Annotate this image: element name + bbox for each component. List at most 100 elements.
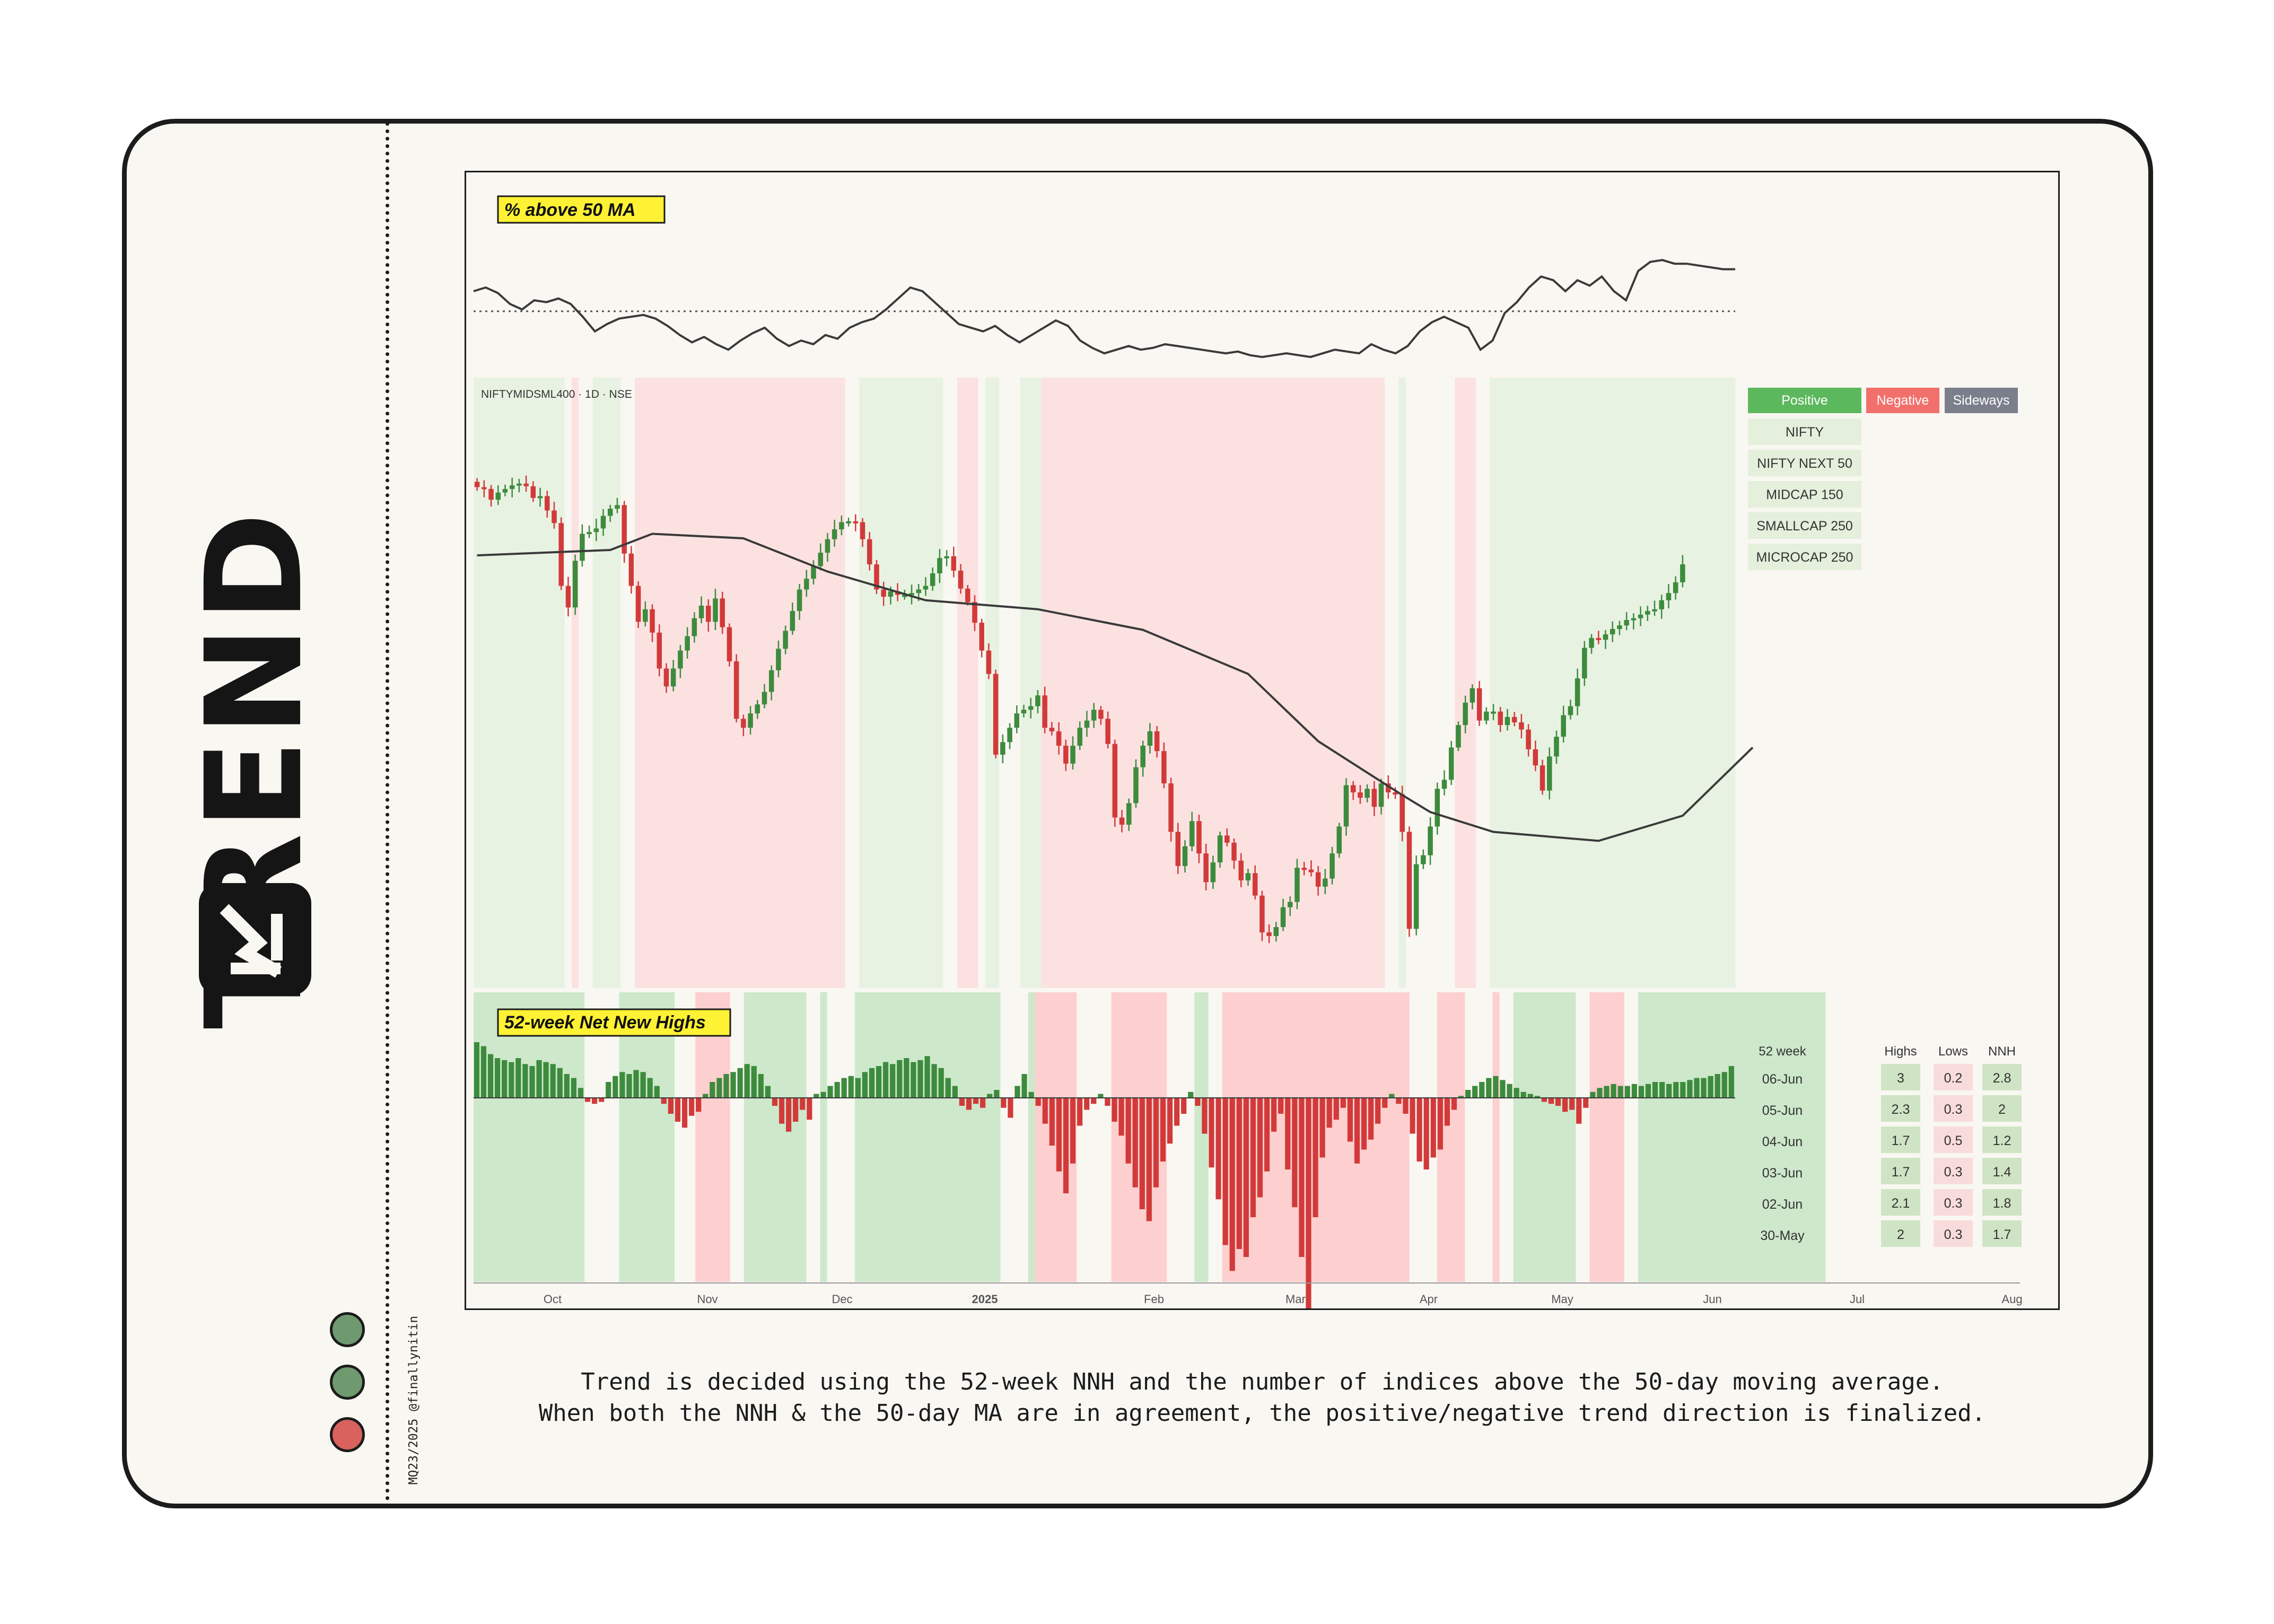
- nnh-bar: [1604, 1086, 1610, 1098]
- table-cell-bg: [1982, 1158, 2022, 1184]
- table-cell-date: 04-Jun: [1762, 1134, 1803, 1149]
- nnh-bar: [897, 1060, 903, 1098]
- x-tick-label: 2025: [972, 1293, 998, 1306]
- regime-band-negative: [1041, 378, 1385, 988]
- legend-row-cell: [1748, 418, 1861, 445]
- candle-body: [1350, 785, 1356, 793]
- nnh-band-sideways: [806, 992, 821, 1282]
- table-cell-bg: [1881, 1158, 1920, 1184]
- nnh-bar: [1146, 1098, 1152, 1221]
- candle-body: [1680, 564, 1685, 582]
- nnh-bar: [1430, 1098, 1436, 1158]
- x-tick-label: Dec: [832, 1293, 852, 1306]
- regime-band-negative: [957, 378, 979, 988]
- table-row: 02-Jun 2.1 0.3 1.8: [1762, 1189, 2022, 1216]
- trend-arrow-icon: [199, 883, 311, 996]
- nnh-bar: [1437, 1098, 1443, 1150]
- candle-body: [944, 556, 949, 558]
- x-tick-label: Nov: [697, 1293, 718, 1306]
- nnh-bar: [1105, 1098, 1110, 1106]
- nnh-bar: [1590, 1092, 1596, 1098]
- candle-body: [495, 492, 501, 500]
- table-cell-date: 06-Jun: [1762, 1072, 1803, 1087]
- table-cell-value: 1.2: [1993, 1133, 2011, 1148]
- candle-body: [1519, 722, 1524, 730]
- candle-body: [1511, 717, 1517, 722]
- table-cell-bg: [1982, 1189, 2022, 1216]
- nnh-bar: [973, 1098, 979, 1104]
- nnh-bar: [1597, 1088, 1603, 1098]
- nnh-bar: [1008, 1098, 1013, 1118]
- nnh-bar: [869, 1068, 875, 1098]
- nnh-bar: [1451, 1098, 1457, 1110]
- table-cell-value: 0.3: [1944, 1165, 1963, 1180]
- table-cell-value: 2.1: [1892, 1196, 1910, 1211]
- nnh-bar: [952, 1086, 958, 1098]
- candle-body: [530, 486, 536, 498]
- nnh-band-sideways: [827, 992, 855, 1282]
- candle-body: [1448, 747, 1454, 780]
- nnh-bar: [681, 1098, 688, 1128]
- regime-bands-nnh: [474, 992, 1826, 1282]
- candle-body: [1575, 678, 1580, 706]
- table-row: 04-Jun 1.7 0.5 1.2: [1762, 1127, 2022, 1153]
- status-dot-positive-2: [330, 1365, 365, 1400]
- nnh-bar: [1257, 1098, 1263, 1198]
- candle-body: [1168, 783, 1174, 832]
- candle-body: [846, 521, 851, 523]
- ma50-line: [477, 532, 1754, 842]
- candle-body: [1624, 620, 1629, 626]
- nnh-bar: [1416, 1098, 1422, 1162]
- candle-body: [1070, 745, 1075, 764]
- nnh-bar: [647, 1078, 653, 1098]
- nnh-bar: [1354, 1098, 1360, 1164]
- nnh-bar: [730, 1072, 736, 1098]
- candle-body: [1610, 628, 1615, 635]
- table-cell-value: 3: [1897, 1071, 1904, 1086]
- regime-band-positive: [474, 378, 565, 988]
- table-cell-value: 1.7: [1892, 1165, 1910, 1180]
- candle-body: [1645, 611, 1650, 615]
- pct-title: % above 50 MA: [504, 200, 636, 220]
- nnh-bar: [480, 1046, 487, 1098]
- candle-body: [951, 556, 957, 571]
- nnh-bar: [800, 1098, 806, 1110]
- nnh-bar: [793, 1098, 799, 1122]
- candle-body: [635, 586, 641, 622]
- nnh-table-header: 52 week Highs Lows NNH: [1759, 1044, 2016, 1059]
- nnh-bar: [716, 1078, 722, 1098]
- candle-body: [1210, 862, 1216, 883]
- nnh-bar: [689, 1098, 695, 1116]
- candle-body: [1154, 731, 1160, 752]
- candle-body: [1063, 745, 1069, 764]
- regime-band-negative: [634, 378, 846, 988]
- candle-body: [1252, 873, 1258, 896]
- candle-body: [1091, 710, 1097, 721]
- table-cell-date: 30-May: [1760, 1228, 1805, 1243]
- nnh-bar: [1118, 1098, 1124, 1136]
- candle-body: [1028, 706, 1034, 710]
- nnh-bar: [509, 1062, 514, 1098]
- nnh-bar: [1229, 1098, 1235, 1271]
- nnh-bar: [1125, 1098, 1131, 1164]
- nnh-bar: [1507, 1084, 1512, 1098]
- table-cell-bg: [1934, 1220, 1973, 1247]
- candle-body: [523, 483, 529, 486]
- candle-body: [916, 589, 922, 593]
- candle-body: [825, 539, 830, 553]
- candle-body: [1147, 731, 1153, 746]
- table-cell-bg: [1934, 1189, 1973, 1216]
- nnh-bar: [1562, 1098, 1568, 1112]
- candle-body: [1098, 710, 1104, 719]
- nnh-bar: [536, 1060, 542, 1098]
- nnh-bar: [1174, 1098, 1180, 1126]
- regime-band-positive: [859, 378, 944, 988]
- candle-body: [545, 496, 550, 511]
- candle-body: [1413, 864, 1419, 929]
- author-credit: MQ23/2025 @finallynitin: [407, 1315, 421, 1485]
- nnh-bar: [1652, 1082, 1658, 1098]
- nnh-bar: [855, 1078, 861, 1098]
- nnh-bar: [1520, 1092, 1526, 1098]
- nnh-bars: [474, 1042, 1734, 1308]
- table-cell-bg: [1982, 1064, 2022, 1090]
